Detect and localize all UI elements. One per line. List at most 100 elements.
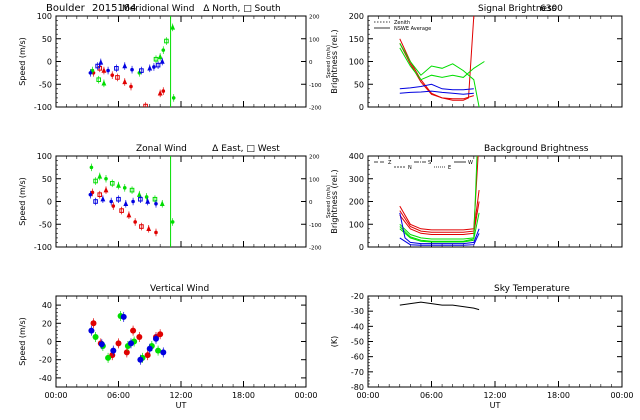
plot-area: [88, 311, 167, 365]
chart-background: Background Brightness 0 100 200 300 400 Bright…: [330, 144, 623, 252]
x-axis-label: UT: [176, 401, 187, 410]
y-right-tick-label: 100: [309, 177, 320, 183]
y-right-tick-label: 200: [309, 15, 320, 21]
y-tick-label: 200: [349, 198, 364, 207]
y-tick-label: -20: [351, 292, 364, 301]
x-tick-label: 06:00: [107, 391, 130, 400]
y-right-axis-label: Speed (m/s): [326, 185, 332, 218]
y-axis-label: Speed (m/s): [18, 37, 27, 86]
y-tick-label: -70: [351, 368, 364, 377]
chart-meridional: Meridional Wind Δ North, □ South -100 -50 0 5…: [18, 4, 332, 112]
chart-title-legend: Δ North, □ South: [203, 4, 280, 14]
chart-title: Background Brightness: [484, 144, 589, 154]
y-tick-label: 0: [359, 243, 364, 252]
y-tick-label: -40: [39, 374, 52, 383]
y-right-tick-label: -100: [309, 223, 322, 229]
series-line-blue: [399, 212, 480, 245]
series-line-black: [399, 301, 480, 311]
y-axis-label: (K): [330, 336, 339, 348]
y-axis-label: Brightness (rel.): [330, 169, 339, 233]
plot-frame: [55, 295, 307, 388]
legend-label: Z: [388, 160, 392, 166]
chart-vertical: Vertical Wind -40 -20 0 20 40 00:00 06:00 12:00 1…: [18, 284, 318, 410]
chart-title: Signal Brightness: [478, 4, 557, 14]
x-tick-label: 00:00: [610, 391, 633, 400]
x-tick-label: 12:00: [169, 391, 192, 400]
y-tick-label: 50: [42, 35, 52, 44]
series-line-green: [399, 156, 478, 240]
y-axis-label: Brightness (rel.): [330, 29, 339, 93]
y-tick-label: -100: [34, 243, 52, 252]
y-tick-label: 300: [349, 175, 364, 184]
series-line-green: [399, 43, 480, 107]
site-label: Boulder: [46, 3, 86, 14]
chart-title: Vertical Wind: [150, 284, 209, 294]
series-line-blue: [399, 233, 480, 246]
y-tick-label: -60: [351, 353, 364, 362]
y-tick-label: 100: [37, 152, 52, 161]
y-tick-label: 400: [349, 152, 364, 161]
plot-area: [88, 16, 176, 107]
x-tick-label: 06:00: [420, 391, 443, 400]
y-right-axis-label: Speed (m/s): [326, 45, 332, 78]
y-tick-label: 0: [47, 198, 52, 207]
plot-area: [399, 16, 485, 107]
legend-label: Zenith: [394, 20, 410, 26]
y-tick-label: 200: [349, 12, 364, 21]
x-tick-label: 12:00: [483, 391, 506, 400]
chart-title: Zonal Wind: [136, 144, 187, 154]
y-tick-label: 50: [354, 80, 364, 89]
series-line-red: [399, 43, 474, 100]
y-right-tick-label: -200: [309, 106, 322, 112]
series-line-green: [399, 47, 485, 81]
chart-zonal: Zonal Wind Δ East, □ West -100 -50 0 50 100 -20…: [18, 144, 332, 252]
x-tick-label: 00:00: [44, 391, 67, 400]
series-line-red: [399, 190, 480, 233]
y-axis-label: Speed (m/s): [18, 177, 27, 226]
series-line-blue: [399, 83, 474, 91]
series-line-blue: [399, 90, 474, 95]
y-axis-label: Speed (m/s): [18, 317, 27, 366]
y-tick-label: -20: [39, 356, 52, 365]
y-right-tick-label: -200: [309, 246, 322, 252]
series-line-green: [399, 212, 480, 242]
date-label: 2015164: [92, 3, 137, 14]
y-tick-label: -50: [351, 338, 364, 347]
chart-title: Sky Temperature: [494, 284, 570, 294]
y-tick-label: -40: [351, 322, 364, 331]
y-tick-label: 0: [47, 58, 52, 67]
plots: Meridional Wind Δ North, □ South -100 -50 0 5…: [18, 4, 634, 410]
y-tick-label: -80: [351, 383, 364, 392]
y-tick-label: -30: [351, 307, 364, 316]
x-axis-label: UT: [490, 401, 501, 410]
y-right-tick-label: 100: [309, 37, 320, 43]
legend-label: W: [468, 160, 473, 166]
series-line-red: [399, 156, 479, 231]
x-tick-label: 00:00: [356, 391, 379, 400]
legend-label: NSWE Average: [394, 26, 431, 32]
x-tick-label: 00:00: [294, 391, 317, 400]
y-right-tick-label: 0: [309, 200, 313, 206]
figure-header: Boulder 2015164: [46, 3, 137, 14]
plot-area: [399, 301, 480, 311]
y-tick-label: 100: [349, 220, 364, 229]
legend-label: E: [448, 165, 451, 171]
plot-area: [88, 156, 175, 247]
plot-frame: [55, 15, 307, 108]
y-tick-label: 0: [47, 338, 52, 347]
y-tick-label: 150: [349, 35, 364, 44]
y-tick-label: -100: [34, 103, 52, 112]
chart-title-legend: Δ East, □ West: [212, 144, 280, 154]
y-tick-label: 100: [349, 58, 364, 67]
chart-title-right: 6300: [540, 4, 563, 14]
y-tick-label: 100: [37, 12, 52, 21]
y-tick-label: 20: [42, 319, 52, 328]
y-right-tick-label: 0: [309, 60, 313, 66]
chart-sky: Sky Temperature -80 -70 -60 -50 -40 -30 -20 00:0…: [330, 284, 634, 410]
y-right-tick-label: 200: [309, 155, 320, 161]
plot-area: [399, 156, 480, 246]
plot-frame: [367, 295, 623, 388]
x-tick-label: 18:00: [547, 391, 570, 400]
legend-label: S: [428, 160, 431, 166]
